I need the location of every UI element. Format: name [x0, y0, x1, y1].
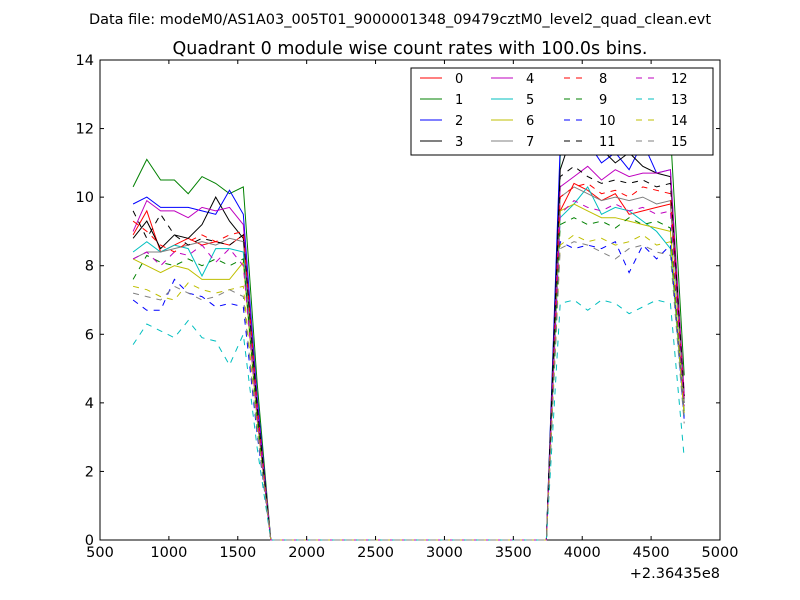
- legend-label-15: 15: [671, 135, 688, 150]
- x-tick-label: 500: [86, 545, 114, 561]
- series-layer: [132, 100, 685, 541]
- legend-label-10: 10: [599, 114, 616, 129]
- legend-label-2: 2: [455, 114, 463, 129]
- x-offset-label: +2.36435e8: [630, 566, 720, 582]
- x-tick-label: 3500: [495, 545, 532, 561]
- x-tick-label: 4000: [564, 545, 601, 561]
- legend-box: [410, 67, 714, 156]
- legend-label-11: 11: [599, 135, 616, 150]
- x-tick-label: 1500: [219, 545, 256, 561]
- y-tick-label: 12: [76, 122, 94, 138]
- legend-label-1: 1: [455, 93, 463, 108]
- legend-label-3: 3: [455, 135, 463, 150]
- x-tick-label: 2000: [288, 545, 325, 561]
- y-tick-label: 14: [76, 53, 94, 69]
- series-line-8: [132, 182, 685, 541]
- y-tick-label: 4: [85, 396, 94, 412]
- series-line-12: [132, 199, 685, 541]
- legend-label-14: 14: [671, 114, 688, 129]
- legend-label-4: 4: [526, 72, 534, 87]
- y-tick-label: 0: [85, 533, 94, 549]
- legend-label-13: 13: [671, 93, 688, 108]
- x-tick-label: 2500: [357, 545, 394, 561]
- suptitle: Data file: modeM0/AS1A03_005T01_90000013…: [89, 12, 711, 28]
- y-tick-label: 2: [85, 464, 94, 480]
- chart-title: Quadrant 0 module wise count rates with …: [173, 39, 648, 59]
- x-tick-label: 4500: [633, 545, 670, 561]
- legend-label-12: 12: [671, 72, 688, 87]
- legend-label-8: 8: [599, 72, 607, 87]
- x-tick-label: 3000: [426, 545, 463, 561]
- legend-label-0: 0: [455, 72, 463, 87]
- legend-label-5: 5: [526, 93, 534, 108]
- x-tick-label: 5000: [702, 545, 739, 561]
- series-line-10: [132, 240, 685, 541]
- x-tick-label: 1000: [150, 545, 187, 561]
- y-tick-label: 10: [76, 190, 94, 206]
- legend-label-7: 7: [526, 135, 534, 150]
- tick-layer: 500 1000 1500 2000 2500 3000 3500 4000 4500 5000 0…: [76, 53, 739, 561]
- legend-label-6: 6: [526, 114, 534, 129]
- series-line-13: [132, 299, 685, 541]
- legend-label-9: 9: [599, 93, 607, 108]
- y-tick-label: 8: [85, 259, 94, 275]
- y-tick-label: 6: [85, 327, 94, 343]
